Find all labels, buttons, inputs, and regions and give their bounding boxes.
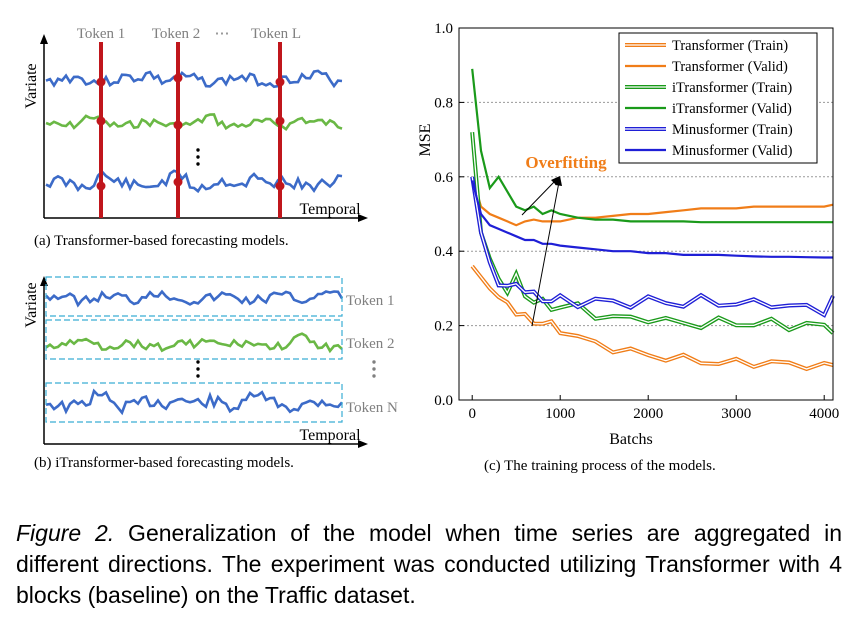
- token-box-1: [45, 276, 343, 317]
- panel-b-caption: (b) iTransformer-based forecasting model…: [34, 455, 294, 471]
- token-point: [275, 181, 285, 191]
- overfitting-annotation: Overfitting: [521, 153, 607, 327]
- x-tick-label: 1000: [545, 406, 575, 422]
- panel-a-token-bars: [96, 42, 285, 218]
- panel-a-x-arrow: [358, 214, 368, 222]
- chart-ylabel: MSE: [417, 124, 434, 157]
- overfitting-arrowhead-2: [555, 176, 562, 186]
- panel-a-xlabel: Temporal: [299, 201, 361, 218]
- panel-a-ylabel: Variate: [23, 63, 40, 108]
- chart-y-ticks: 0.0 0.2 0.4 0.6 0.8 1.0: [434, 21, 464, 409]
- legend-label: iTransformer (Train): [672, 80, 792, 96]
- panel-b-token-label: Token 1: [346, 293, 395, 309]
- x-tick-label: 2000: [633, 406, 663, 422]
- overfitting-arrow-1: [521, 179, 557, 216]
- token-point: [96, 77, 106, 87]
- series-line-1-core: [471, 265, 834, 370]
- legend-label: Minusformer (Valid): [672, 143, 793, 159]
- panel-b: Token 1 Token 2 Token N Variate Temporal: [23, 276, 398, 448]
- panel-b-xlabel: Temporal: [299, 427, 361, 444]
- panel-a-y-arrow: [40, 34, 48, 44]
- panel-b-ylabel: Variate: [23, 282, 40, 327]
- panel-b-series-1: [45, 289, 344, 308]
- chart-x-ticks: 0 1000 2000 3000 4000: [468, 395, 839, 422]
- y-tick-label: 0.8: [434, 95, 453, 111]
- overfitting-arrow-2: [531, 181, 560, 327]
- x-tick-label: 3000: [721, 406, 751, 422]
- token-point: [96, 181, 106, 191]
- panel-b-token-label: Token 2: [346, 336, 395, 352]
- panel-a-vertical-dots: [196, 148, 200, 166]
- y-tick-label: 0.4: [434, 244, 453, 260]
- panel-a-series-3: [45, 169, 343, 194]
- legend-box: [618, 32, 818, 164]
- panel-a-series-1: [45, 69, 343, 89]
- panel-a-token-label: Token 1: [77, 26, 126, 42]
- y-tick-label: 0.2: [434, 319, 453, 335]
- panel-b-vertical-dots: [196, 360, 376, 378]
- panel-b-x-arrow: [358, 440, 368, 448]
- chart-series-group: [470, 68, 835, 372]
- legend-label: Transformer (Train): [672, 38, 788, 54]
- series-line-5-core: [471, 176, 834, 317]
- token-box-n: [45, 382, 343, 423]
- panel-b-token-label: Token N: [346, 400, 398, 416]
- legend-label: Transformer (Valid): [672, 59, 788, 75]
- token-point: [173, 73, 183, 83]
- chart-legend: Transformer (Train) Transformer (Valid) iT…: [618, 32, 818, 164]
- token-box-2: [45, 319, 343, 360]
- x-tick-label: 0: [468, 406, 476, 422]
- x-tick-label: 4000: [809, 406, 839, 422]
- panel-b-series-2: [45, 332, 343, 354]
- panel-a: Token 1 Token 2 ⋯ Token L Variate Tempor…: [23, 26, 368, 222]
- chart-frame: [458, 27, 834, 401]
- panel-b-y-arrow: [40, 276, 48, 286]
- panel-a-series-2: [45, 113, 343, 133]
- token-point: [96, 116, 106, 126]
- panel-a-token-label: Token L: [251, 26, 301, 42]
- overfitting-arrowhead-1: [551, 176, 560, 185]
- series-line-2: [471, 176, 834, 227]
- token-point: [173, 120, 183, 130]
- y-tick-label: 0.6: [434, 170, 453, 186]
- series-line-1: [470, 264, 834, 372]
- y-tick-label: 0.0: [434, 393, 453, 409]
- panel-c-caption: (c) The training process of the models.: [484, 458, 716, 474]
- token-point: [173, 177, 183, 187]
- figure-caption-text: Generalization of the model when time se…: [16, 520, 843, 608]
- legend-label: Minusformer (Train): [672, 122, 793, 138]
- figure-caption-label: Figure 2.: [16, 520, 115, 546]
- series-line-6: [471, 180, 833, 259]
- figure-caption: Figure 2. Generalization of the model wh…: [16, 518, 842, 611]
- panel-c-chart: 0.0 0.2 0.4 0.6 0.8 1.0 0 1000 2000 3000 4000 MSE…: [417, 21, 839, 448]
- legend-label: iTransformer (Valid): [672, 101, 792, 117]
- series-line-4: [471, 68, 833, 224]
- panel-a-token-label: Token 2: [152, 26, 201, 42]
- token-point: [275, 77, 285, 87]
- overfitting-label: Overfitting: [525, 153, 607, 172]
- y-tick-label: 1.0: [434, 21, 453, 37]
- panel-b-series-3: [45, 388, 343, 416]
- panel-a-token-label: ⋯: [215, 26, 230, 42]
- panel-a-caption: (a) Transformer-based forecasting models…: [34, 233, 289, 249]
- chart-xlabel: Batchs: [609, 431, 653, 448]
- token-point: [275, 116, 285, 126]
